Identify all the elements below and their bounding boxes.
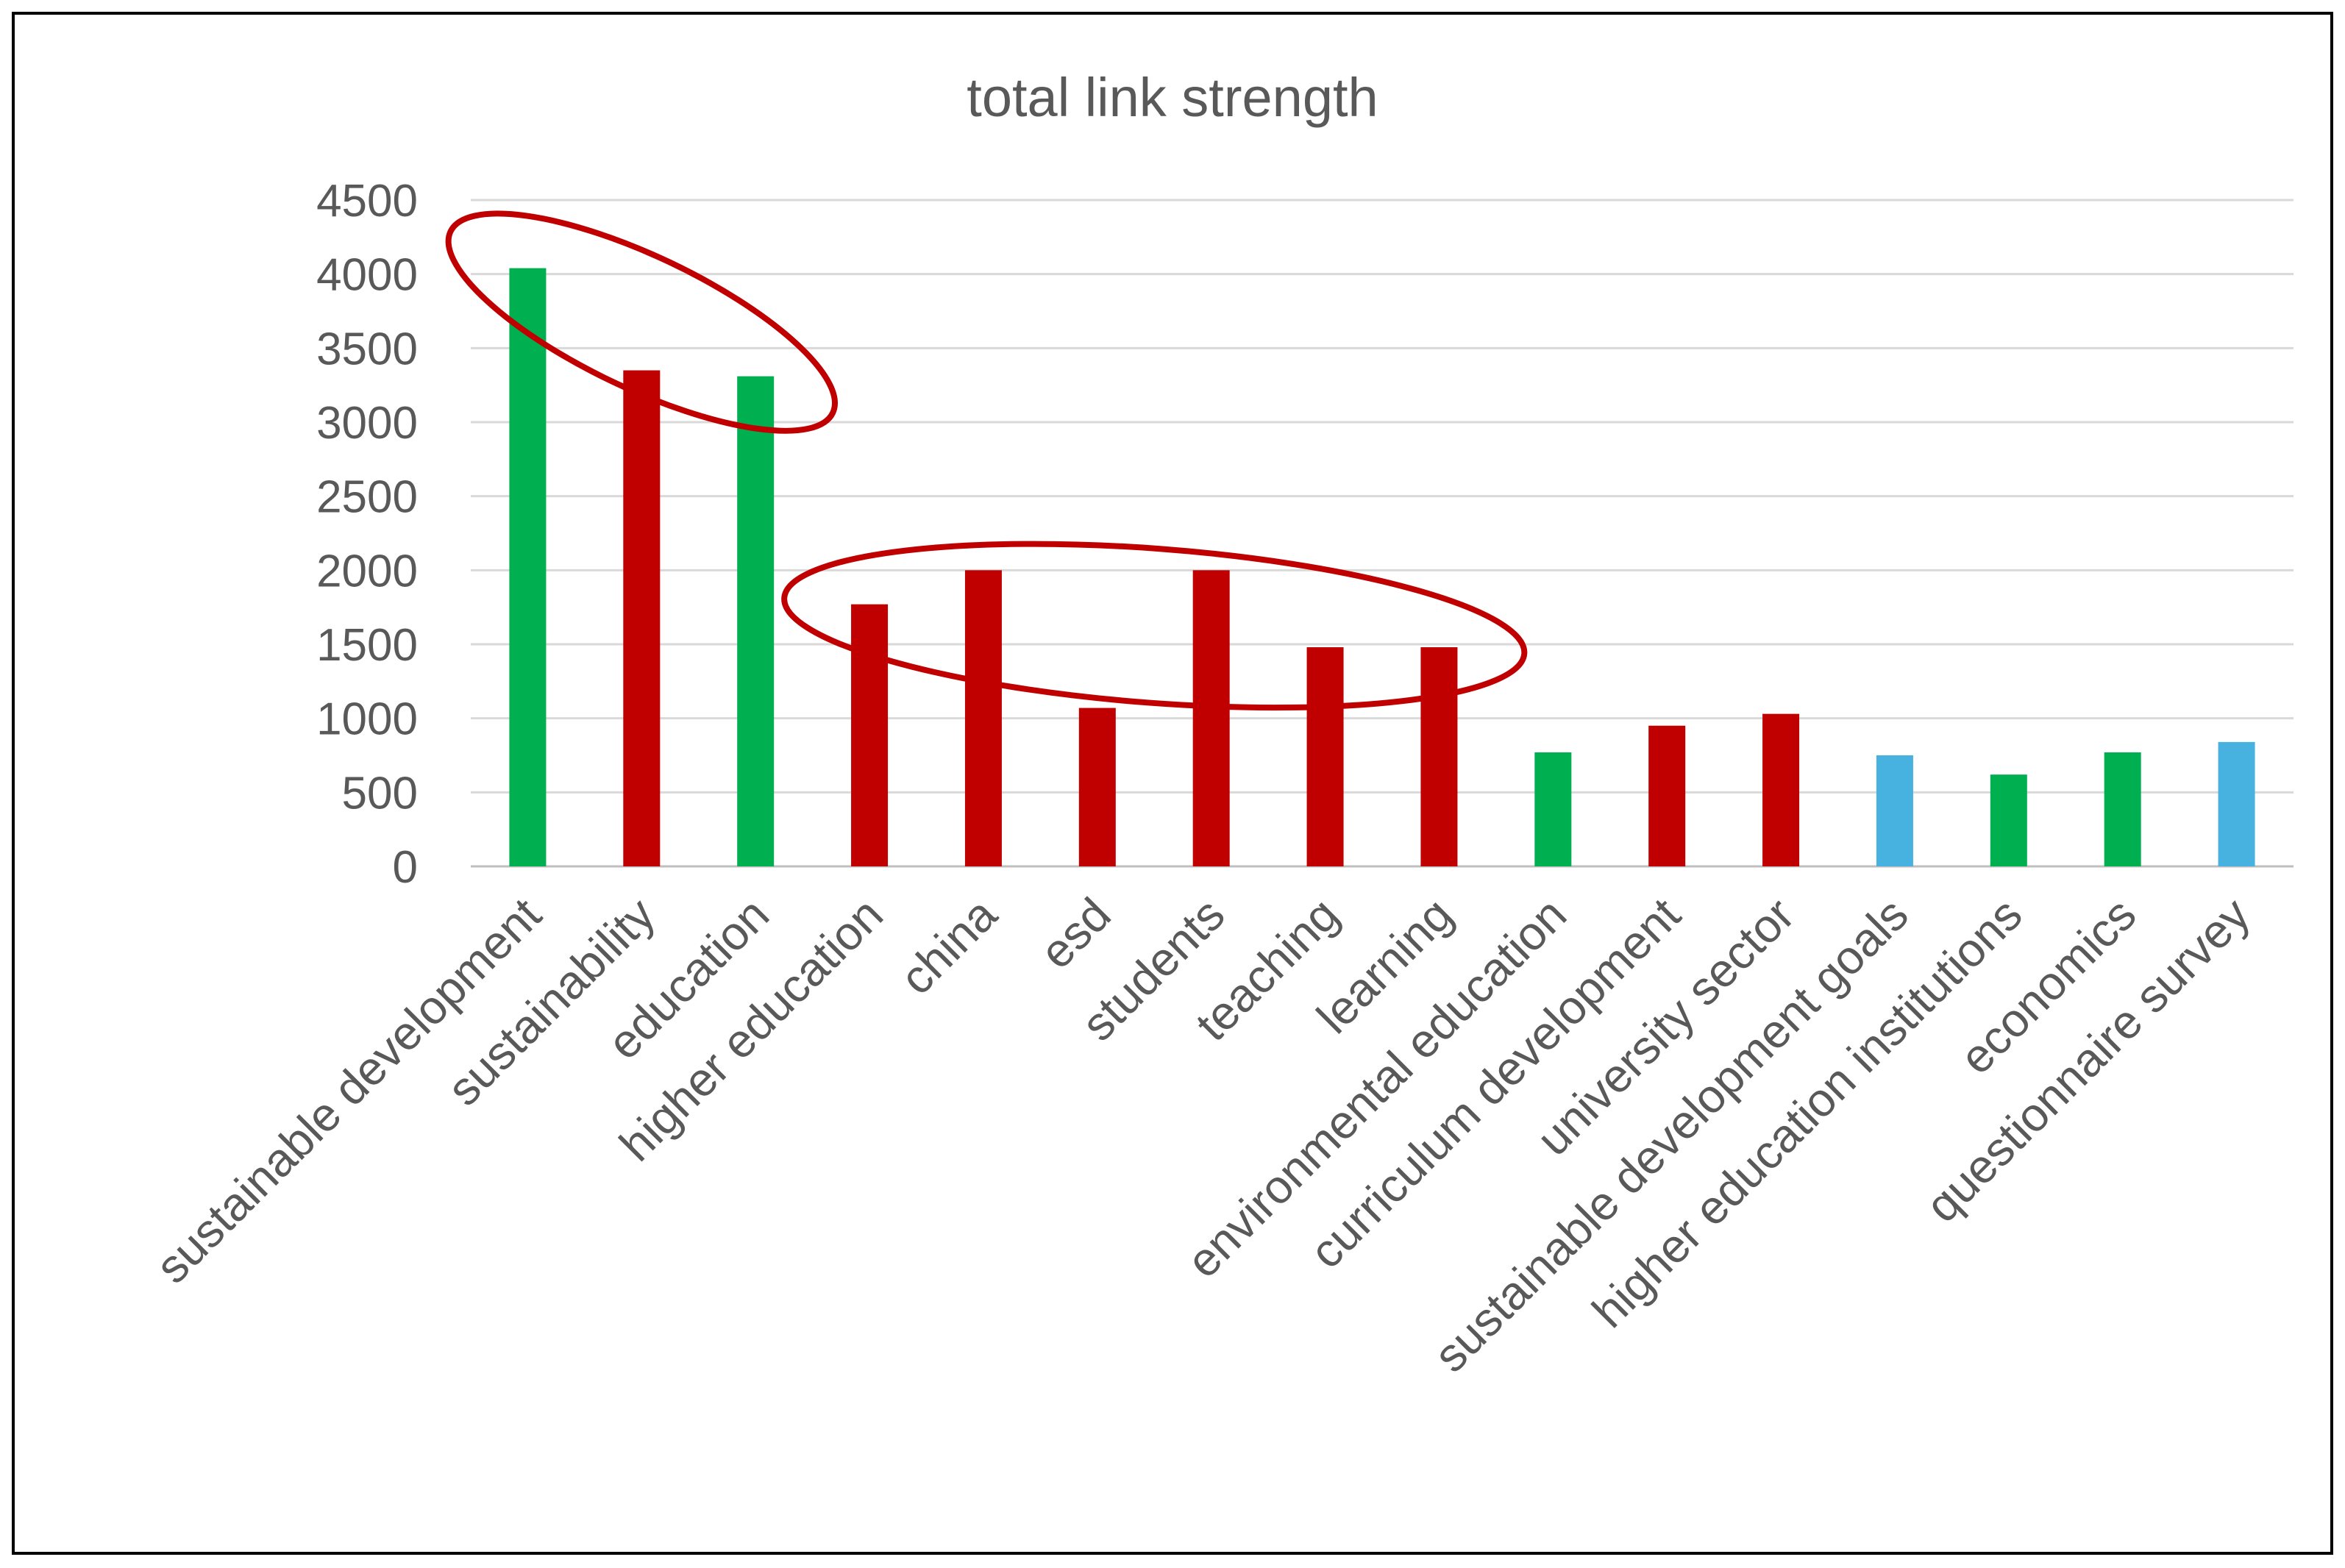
y-tick-label: 2500 [316,472,418,523]
chart-frame [12,12,2333,1555]
gridlines [471,199,2294,868]
bar [2218,741,2255,866]
y-tick-label: 2000 [316,546,418,596]
bar [851,604,889,866]
bar [1876,755,1913,866]
annotations [445,210,1528,711]
bar [1534,752,1572,866]
bar [1306,647,1344,866]
y-tick-label: 4500 [316,176,418,227]
bar [737,376,775,866]
bar [2104,752,2141,866]
y-tick-label: 4000 [316,250,418,301]
y-tick-label: 3500 [316,324,418,374]
bar [1078,708,1116,866]
bar [1420,647,1458,866]
bar [1192,570,1230,866]
y-tick-label: 500 [342,768,418,819]
y-tick-label: 1500 [316,620,418,671]
bar [1762,713,1800,866]
y-tick-label: 3000 [316,398,418,449]
y-tick-label: 1000 [316,694,418,745]
highlight-ellipse [781,541,1528,711]
bar [1990,774,2027,866]
y-axis-tick-labels: 0 500 1000 1500 2000 2500 3000 3500 4000 4500 [316,176,418,893]
y-tick-label: 0 [393,842,418,893]
bar [623,370,661,866]
bar [509,268,547,866]
bar [964,570,1002,866]
bar [1648,725,1686,866]
highlight-ellipse [445,210,838,434]
chart-title: total link strength [967,67,1378,128]
bars [509,268,2255,866]
